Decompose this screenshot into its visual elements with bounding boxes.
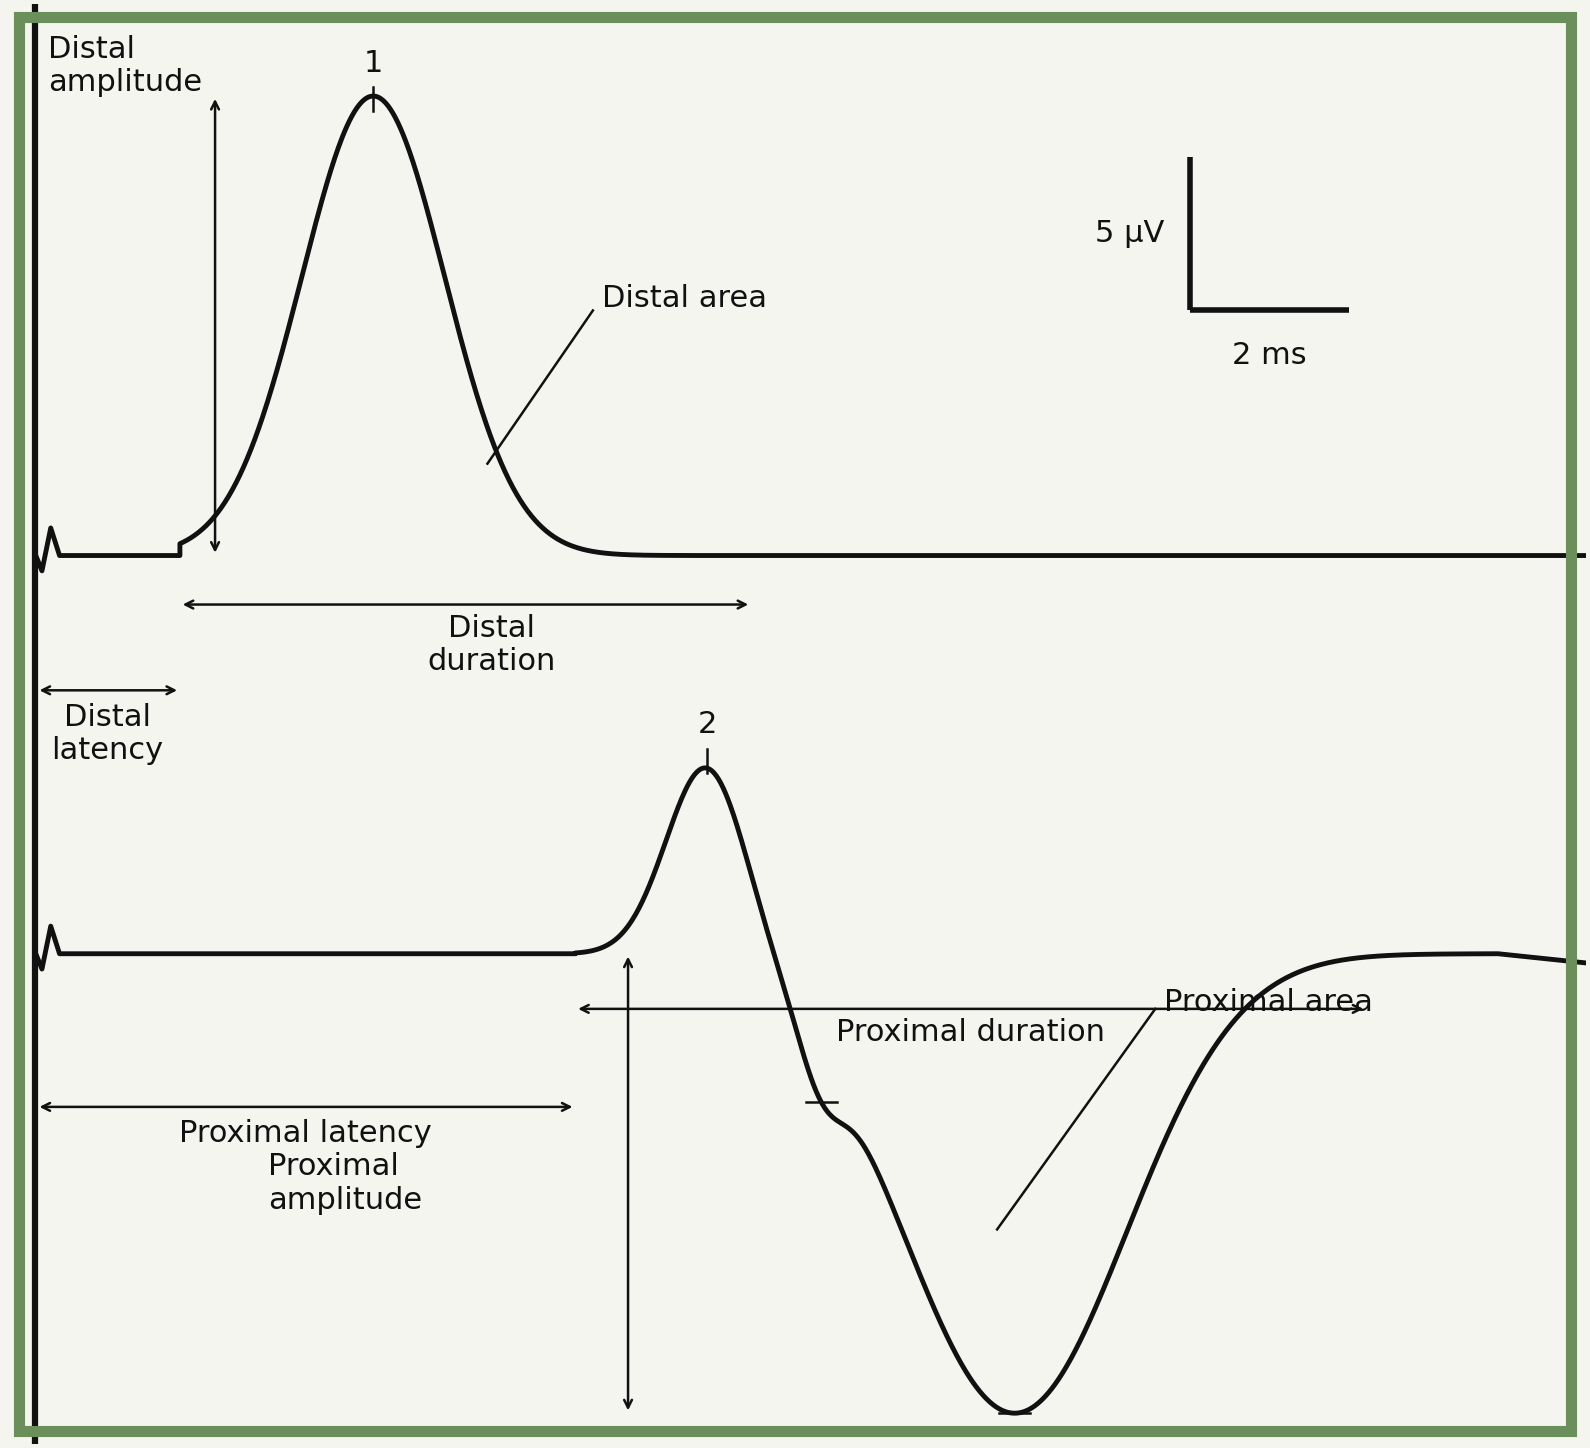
- Text: Proximal area: Proximal area: [1164, 988, 1372, 1018]
- Text: 2 ms: 2 ms: [1232, 342, 1307, 371]
- Text: Proximal duration: Proximal duration: [836, 1018, 1105, 1047]
- Text: 2: 2: [698, 711, 717, 740]
- Text: Distal area: Distal area: [601, 284, 766, 313]
- Text: Proximal latency: Proximal latency: [178, 1119, 431, 1148]
- Text: Distal
duration: Distal duration: [428, 614, 556, 676]
- Text: 1: 1: [364, 49, 383, 78]
- Text: 5 μV: 5 μV: [1094, 220, 1164, 249]
- Text: Proximal
amplitude: Proximal amplitude: [267, 1153, 421, 1215]
- Text: Distal
amplitude: Distal amplitude: [48, 35, 202, 97]
- Text: Distal
latency: Distal latency: [51, 702, 164, 765]
